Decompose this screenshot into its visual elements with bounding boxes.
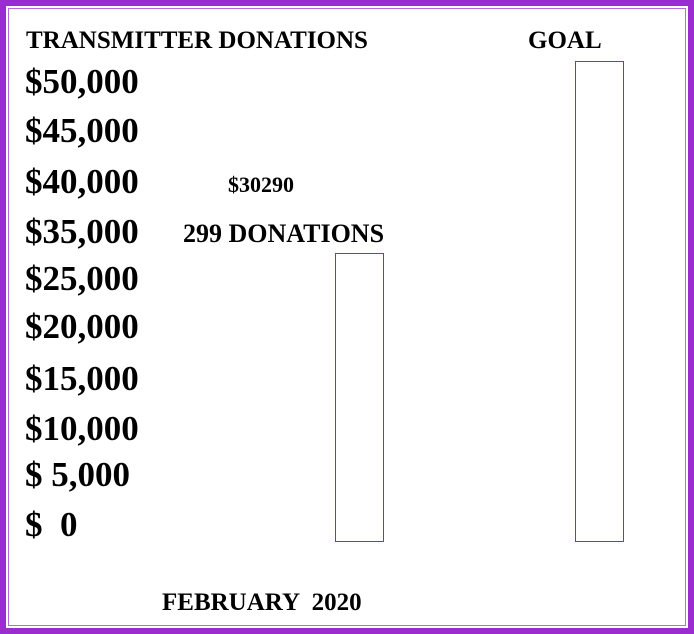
- scale-label: $ 0: [25, 505, 78, 544]
- scale-label: $35,000: [25, 212, 139, 251]
- goal-label: GOAL: [528, 27, 602, 54]
- scale-label: $15,000: [25, 359, 139, 398]
- scale-label: $40,000: [25, 162, 139, 201]
- title: TRANSMITTER DONATIONS: [26, 27, 368, 54]
- inner-border: [8, 8, 686, 626]
- scale-label: $ 5,000: [25, 455, 130, 494]
- goal-bar: [575, 61, 624, 542]
- raised-bar: [335, 253, 384, 542]
- scale-label: $10,000: [25, 409, 139, 448]
- donation-count: 299 DONATIONS: [183, 219, 385, 248]
- amount: $30290: [228, 172, 294, 197]
- scale-label: $50,000: [25, 62, 139, 101]
- scale-label: $20,000: [25, 307, 139, 346]
- scale-label: $45,000: [25, 111, 139, 150]
- scale-label: $25,000: [25, 259, 139, 298]
- footer: FEBRUARY 2020: [162, 589, 362, 616]
